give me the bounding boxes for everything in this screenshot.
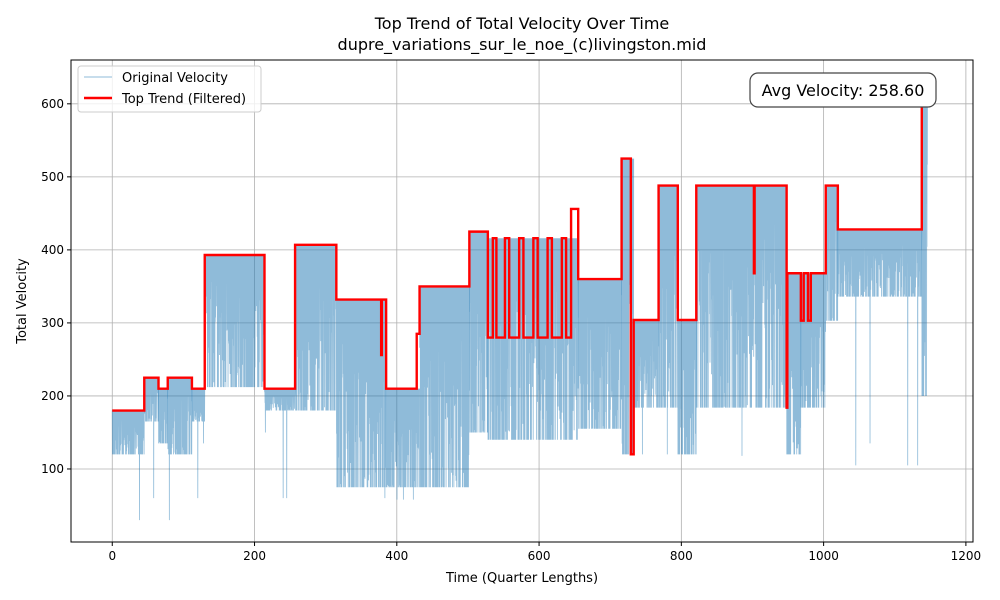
original-velocity-segment <box>111 410 145 521</box>
original-velocity-segment <box>158 388 169 444</box>
x-tick-label: 1000 <box>808 549 839 563</box>
y-tick-label: 500 <box>41 170 64 184</box>
original-velocity-segment <box>204 254 265 388</box>
legend: Original Velocity Top Trend (Filtered) <box>77 65 262 113</box>
x-tick-label: 800 <box>670 549 693 563</box>
x-tick-label: 400 <box>385 549 408 563</box>
top-trend-series <box>112 82 928 456</box>
original-velocity-segment <box>837 229 923 466</box>
chart-title: Top Trend of Total Velocity Over Time <box>374 14 670 33</box>
original-velocity-segment <box>419 286 470 488</box>
top-trend-line <box>112 82 928 456</box>
y-tick-label: 300 <box>41 316 64 330</box>
original-velocity-segment <box>167 377 193 521</box>
original-velocity-segment <box>264 388 296 499</box>
original-velocity-segment <box>677 319 697 455</box>
legend-trend-label: Top Trend (Filtered) <box>121 92 246 107</box>
original-velocity-segment <box>294 244 337 411</box>
y-tick-label: 100 <box>41 462 64 476</box>
x-axis-label: Time (Quarter Lengths) <box>445 571 598 586</box>
original-velocity-segment <box>658 185 679 455</box>
legend-box <box>77 65 262 113</box>
y-axis-ticks: 100 200 300 400 500 600 <box>41 97 71 476</box>
x-tick-label: 200 <box>243 549 266 563</box>
original-velocity-segment <box>825 185 839 321</box>
original-velocity-segment <box>468 231 489 433</box>
original-velocity-segment <box>385 388 420 500</box>
original-velocity-segment <box>191 388 206 499</box>
y-tick-label: 200 <box>41 389 64 403</box>
chart-subtitle: dupre_variations_sur_le_noe_(c)livingsto… <box>338 35 707 55</box>
original-velocity-segment <box>786 273 802 455</box>
original-velocity-segment <box>577 279 622 429</box>
avg-velocity-box <box>749 72 937 108</box>
original-velocity-segment <box>695 185 788 456</box>
y-tick-label: 400 <box>41 243 64 257</box>
plot-frame <box>70 59 974 543</box>
original-velocity-segment <box>633 319 659 455</box>
x-tick-label: 600 <box>528 549 551 563</box>
avg-velocity-text: Avg Velocity: 258.60 <box>762 81 925 100</box>
legend-original-label: Original Velocity <box>122 71 228 86</box>
x-axis-ticks: 0 200 400 600 800 1000 1200 <box>108 542 981 563</box>
x-tick-label: 1200 <box>951 549 982 563</box>
y-axis-label: Total Velocity <box>15 258 30 345</box>
original-velocity-segment <box>335 299 387 499</box>
y-tick-label: 600 <box>41 97 64 111</box>
x-tick-label: 0 <box>108 549 116 563</box>
avg-velocity-annotation: Avg Velocity: 258.60 <box>749 72 937 108</box>
